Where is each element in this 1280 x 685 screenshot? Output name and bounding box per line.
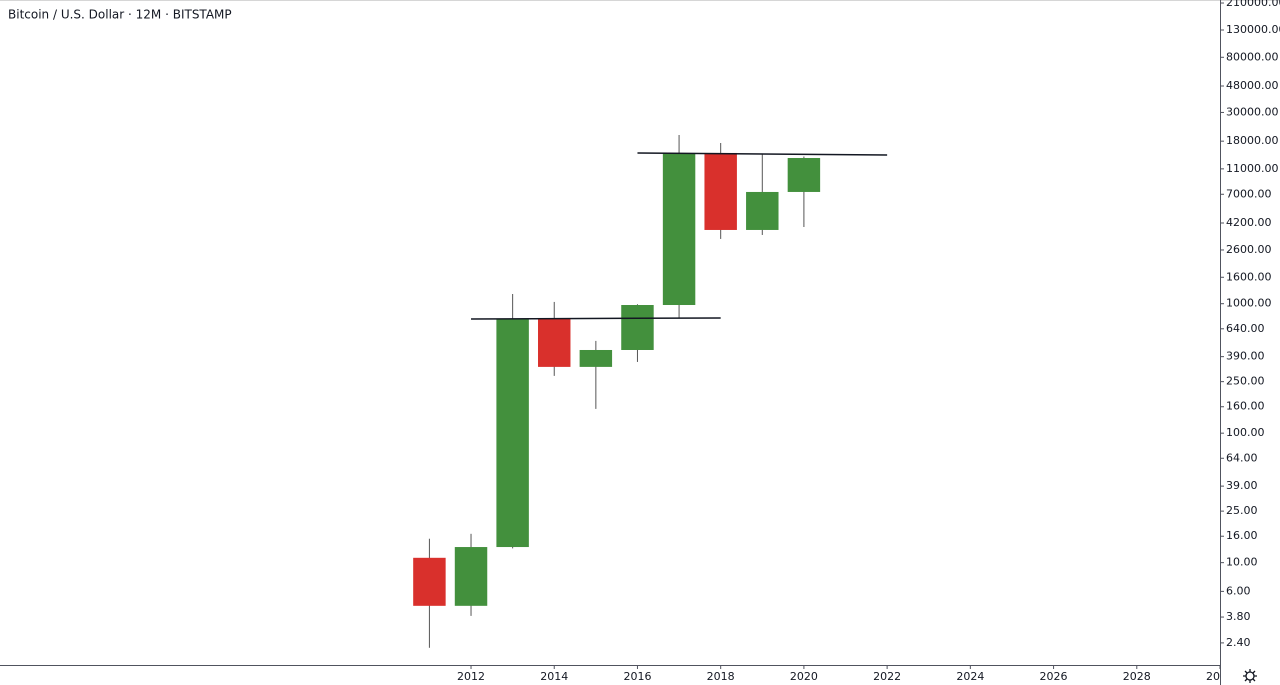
y-tick-label: 210000.00 xyxy=(1226,0,1280,9)
y-tick-label: 30000.00 xyxy=(1226,105,1279,118)
candle-body xyxy=(538,318,571,367)
time-axis-labels: 2012 2014 2016 2018 2020 2022 2024 2026 2028 2030 xyxy=(457,670,1234,683)
x-tick-label: 2024 xyxy=(956,670,984,683)
x-tick-label: 2020 xyxy=(790,670,818,683)
y-tick-label: 18000.00 xyxy=(1226,134,1279,147)
y-tick-label: 16.00 xyxy=(1226,529,1258,542)
x-tick-label: 2016 xyxy=(623,670,651,683)
y-tick-label: 160.00 xyxy=(1226,400,1265,413)
trend-line xyxy=(637,152,888,156)
candle-body xyxy=(746,191,779,230)
chart-title: Bitcoin / U.S. Dollar · 12M · BITSTAMP xyxy=(8,8,232,22)
candle-body xyxy=(662,152,696,306)
candle-body xyxy=(413,557,446,606)
y-tick-label: 100.00 xyxy=(1226,426,1265,439)
x-tick-label: 2030 xyxy=(1206,670,1234,683)
y-tick-label: 130000.00 xyxy=(1226,23,1280,36)
candle-body xyxy=(579,349,613,367)
y-tick-label: 640.00 xyxy=(1226,322,1265,335)
y-tick-label: 39.00 xyxy=(1226,479,1258,492)
y-tick-label: 1000.00 xyxy=(1226,297,1272,310)
y-tick-label: 25.00 xyxy=(1226,504,1258,517)
y-tick-label: 1600.00 xyxy=(1226,270,1272,283)
y-tick-label: 10.00 xyxy=(1226,556,1258,569)
y-tick-label: 3.80 xyxy=(1226,610,1251,623)
y-tick-label: 80000.00 xyxy=(1226,50,1279,63)
trend-line xyxy=(471,317,721,320)
settings-icon[interactable] xyxy=(1243,669,1257,683)
y-tick-label: 2.40 xyxy=(1226,636,1251,649)
y-tick-label: 7000.00 xyxy=(1226,187,1272,200)
y-tick-label: 2600.00 xyxy=(1226,243,1272,256)
y-tick-label: 4200.00 xyxy=(1226,216,1272,229)
x-tick-label: 2018 xyxy=(707,670,735,683)
candle-body xyxy=(704,152,737,230)
candle-body xyxy=(454,547,488,606)
candle-body xyxy=(621,305,654,350)
y-tick-label: 250.00 xyxy=(1226,375,1265,388)
y-tick-label: 64.00 xyxy=(1226,451,1258,464)
x-tick-label: 2022 xyxy=(873,670,901,683)
x-tick-label: 2012 xyxy=(457,670,485,683)
x-tick-label: 2028 xyxy=(1123,670,1151,683)
y-tick-label: 6.00 xyxy=(1226,584,1251,597)
x-tick-label: 2014 xyxy=(540,670,568,683)
candle-body xyxy=(496,318,529,548)
y-tick-label: 390.00 xyxy=(1226,350,1265,363)
x-tick-label: 2026 xyxy=(1040,670,1068,683)
candle-body xyxy=(787,158,821,192)
y-tick-label: 11000.00 xyxy=(1226,162,1279,175)
y-tick-label: 48000.00 xyxy=(1226,79,1279,92)
